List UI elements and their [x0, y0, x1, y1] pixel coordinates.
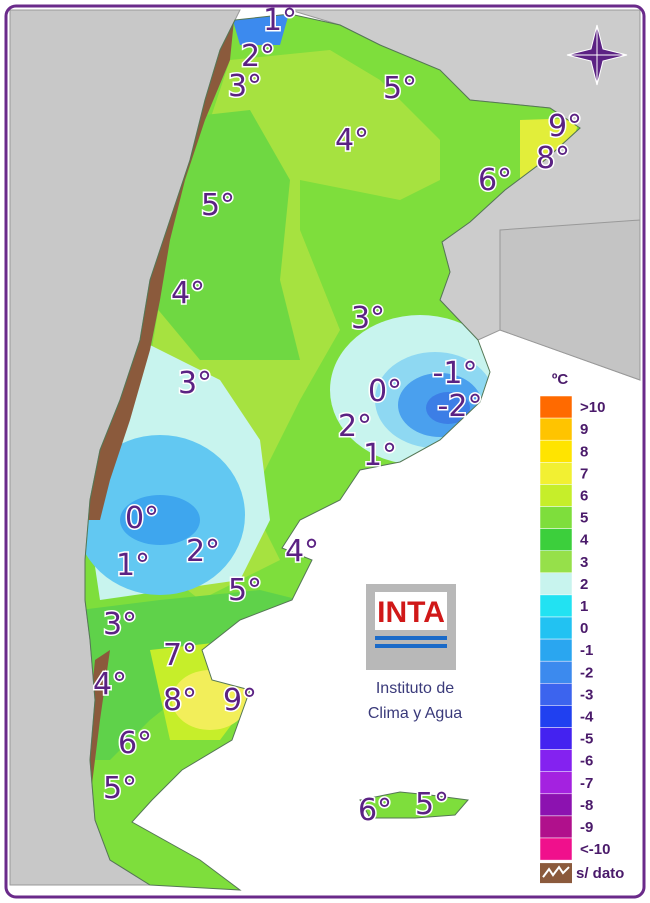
legend-label: -2	[580, 664, 593, 681]
legend-label: -5	[580, 731, 593, 748]
legend-label: -1	[580, 642, 593, 659]
isotherm-label: 6°	[118, 726, 152, 761]
temperature-field	[85, 14, 580, 890]
isotherm-label: 5°	[415, 787, 449, 822]
no-data-area	[85, 650, 110, 800]
legend-label: -9	[580, 819, 593, 836]
country-outline	[84, 13, 581, 891]
legend-swatch	[539, 616, 573, 640]
isotherm-label: 0°	[368, 374, 402, 409]
isotherm-label: 5°	[201, 188, 235, 223]
legend-swatch	[539, 771, 573, 795]
isotherm-label: 1°	[263, 3, 297, 38]
isotherm-label: 6°	[358, 793, 392, 828]
logo-caption: Clima y Agua	[368, 705, 462, 722]
isotherm-label: 2°	[186, 534, 220, 569]
isotherm-label: 4°	[93, 667, 127, 702]
legend-swatch	[539, 815, 573, 839]
isotherm-label: 2°	[241, 39, 275, 74]
legend-label: 0	[580, 620, 588, 637]
legend: >10 9 8 7 6 5 4 3 2 1 0 -1 -2 -3 -4 -5 -6 -7 -8 -9 <-10 s/ da…	[539, 395, 624, 884]
logo-stripe	[375, 636, 447, 640]
logo-stripe	[375, 644, 447, 648]
legend-label: -4	[580, 708, 594, 725]
legend-label: 3	[580, 554, 588, 571]
legend-swatch	[539, 572, 573, 596]
logo-text: INTA	[377, 596, 445, 629]
isotherm-labels: 1°2°3° 5°4° 9°8°6°5°4°3°-1°0° -2°3°2°1°0°2°…	[91, 2, 583, 830]
isotherm-label: 3°	[351, 301, 385, 336]
legend-swatch	[539, 439, 573, 463]
legend-label: 8	[580, 443, 588, 460]
malvinas	[359, 791, 469, 819]
legend-label: 4	[580, 532, 589, 549]
logo-caption: Instituto de	[376, 680, 454, 697]
legend-swatch	[539, 594, 573, 618]
legend-swatch	[539, 683, 573, 706]
isotherm-label: 4°	[335, 123, 369, 158]
zone	[172, 670, 248, 730]
isotherm-label: 1°	[363, 438, 397, 473]
legend-swatch	[539, 417, 573, 441]
legend-swatch	[539, 749, 573, 772]
legend-swatch	[539, 484, 573, 507]
legend-swatch	[539, 395, 573, 419]
legend-swatch	[539, 793, 573, 817]
isotherm-label: 9°	[548, 109, 582, 144]
legend-label: 1	[580, 598, 588, 615]
isotherm-label: 6°	[478, 163, 512, 198]
compass-rose	[566, 24, 628, 86]
isotherm-label: -2°	[438, 389, 483, 424]
isotherm-label: 9°	[223, 683, 257, 718]
legend-label: 2	[580, 576, 588, 593]
isotherm-label: 8°	[163, 683, 197, 718]
isotherm-label: 5°	[103, 771, 137, 806]
legend-swatch	[539, 727, 573, 750]
legend-label: >10	[580, 399, 605, 416]
legend-label: -8	[580, 797, 593, 814]
zone	[426, 392, 470, 424]
legend-label: <-10	[580, 841, 610, 858]
legend-label: 9	[580, 421, 588, 438]
legend-label: 6	[580, 487, 588, 504]
isotherm-label: 1°	[116, 548, 150, 583]
isotherm-label: 0°	[125, 501, 159, 536]
legend-swatch	[539, 660, 573, 684]
isotherm-label: 3°	[228, 69, 262, 104]
no-data-pattern	[542, 865, 570, 878]
legend-swatch	[539, 705, 573, 728]
legend-swatch	[539, 528, 573, 551]
legend-label: -3	[580, 686, 593, 703]
zone	[520, 118, 580, 180]
isotherm-label: 4°	[171, 276, 205, 311]
legend-swatch	[539, 837, 573, 861]
legend-label: -6	[580, 753, 593, 770]
isotherm-label: 8°	[536, 141, 570, 176]
legend-swatch	[539, 550, 573, 574]
legend-swatch	[539, 506, 573, 529]
frame	[4, 4, 646, 899]
logo: INTA Instituto de Clima y Agua	[366, 584, 462, 722]
legend-label: -7	[580, 775, 593, 792]
isotherm-label: 3°	[103, 607, 137, 642]
uruguay	[499, 219, 641, 381]
isotherm-label: 7°	[163, 638, 197, 673]
legend-label: s/ dato	[576, 865, 624, 882]
isotherm-label: 2°	[338, 409, 372, 444]
isotherm-label: -1°	[433, 356, 478, 391]
isotherm-label: 5°	[383, 71, 417, 106]
legend-swatch	[539, 638, 573, 662]
legend-swatch-no-data	[540, 863, 572, 884]
isotherm-label: 4°	[285, 534, 319, 569]
legend-label: 5	[580, 510, 588, 527]
legend-swatch	[539, 462, 573, 485]
isotherm-label: 3°	[178, 366, 212, 401]
zone	[120, 495, 200, 545]
legend-title: ºC	[552, 371, 568, 388]
legend-label: 7	[580, 465, 588, 482]
logo-box	[375, 592, 447, 630]
isotherm-label: 5°	[228, 573, 262, 608]
